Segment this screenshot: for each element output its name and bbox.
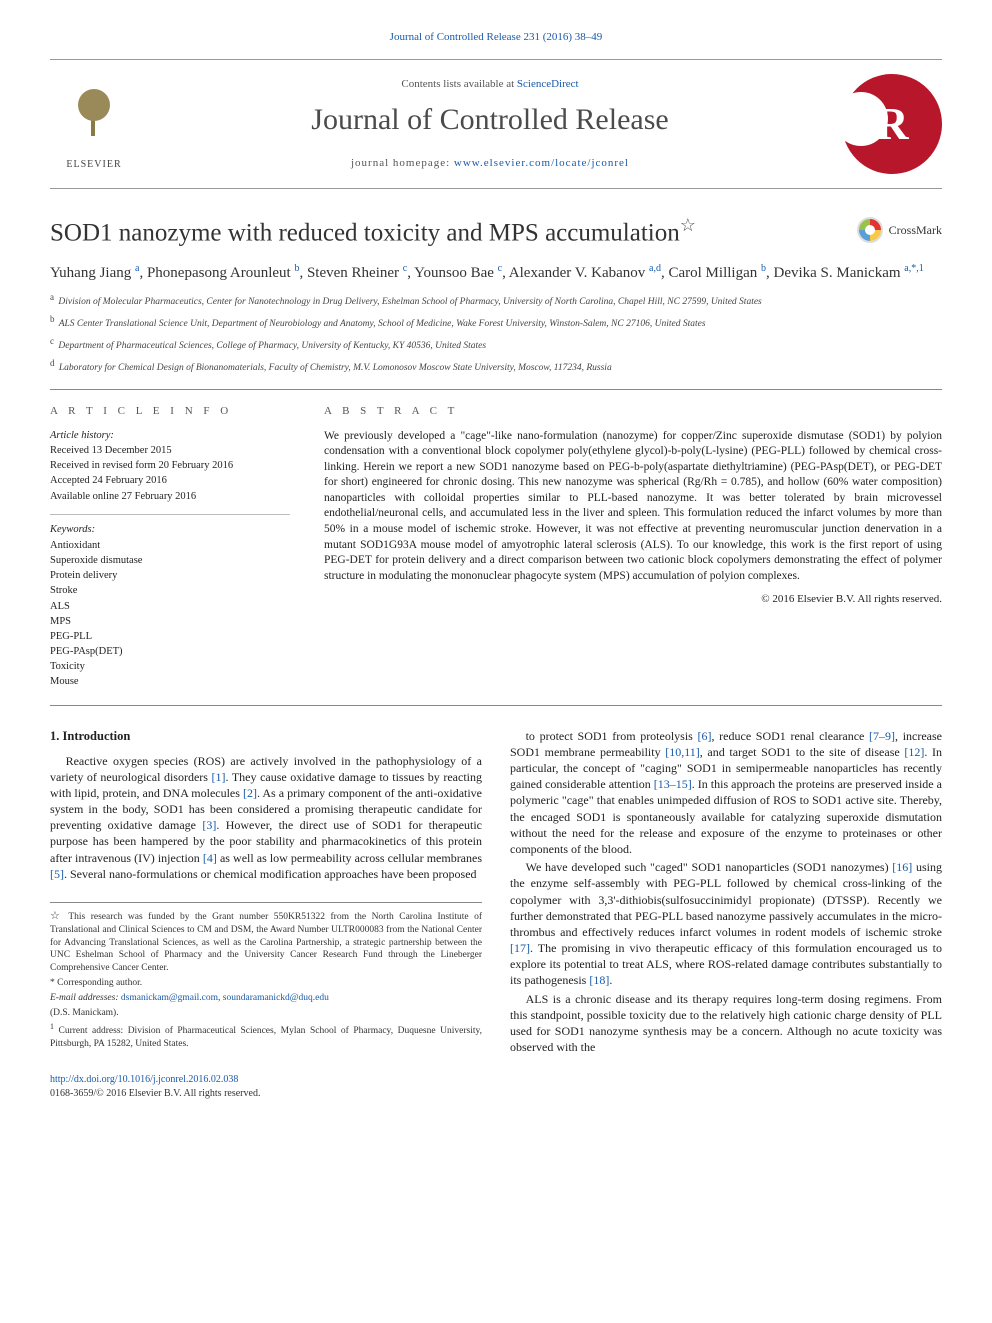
keyword: Superoxide dismutase xyxy=(50,554,290,568)
contents-prefix: Contents lists available at xyxy=(401,78,516,90)
citation-ref[interactable]: [5] xyxy=(50,867,64,881)
keyword: PEG-PAsp(DET) xyxy=(50,645,290,659)
top-citation: Journal of Controlled Release 231 (2016)… xyxy=(50,30,942,45)
divider xyxy=(50,705,942,706)
email-link-1[interactable]: dsmanickam@gmail.com xyxy=(121,993,218,1003)
citation-ref[interactable]: [13–15] xyxy=(654,777,692,791)
abstract-head: A B S T R A C T xyxy=(324,404,942,419)
history-line: Received in revised form 20 February 201… xyxy=(50,459,290,473)
doi-footer: http://dx.doi.org/10.1016/j.jconrel.2016… xyxy=(50,1073,942,1100)
email-label: E-mail addresses: xyxy=(50,993,121,1003)
keyword: Protein delivery xyxy=(50,569,290,583)
affiliation: b ALS Center Translational Science Unit,… xyxy=(50,313,942,331)
fn-funding-text: This research was funded by the Grant nu… xyxy=(50,912,482,973)
fn-current-address: 1 Current address: Division of Pharmaceu… xyxy=(50,1022,482,1051)
info-abstract-row: A R T I C L E I N F O Article history: R… xyxy=(50,404,942,691)
citation-ref[interactable]: [3] xyxy=(202,818,216,832)
article-history: Article history: Received 13 December 20… xyxy=(50,429,290,504)
contents-available: Contents lists available at ScienceDirec… xyxy=(156,77,824,92)
abstract-column: A B S T R A C T We previously developed … xyxy=(324,404,942,691)
history-line: Received 13 December 2015 xyxy=(50,444,290,458)
keyword: PEG-PLL xyxy=(50,630,290,644)
citation-ref[interactable]: [7–9] xyxy=(869,729,895,743)
footnotes: ☆ This research was funded by the Grant … xyxy=(50,902,482,1050)
homepage-url[interactable]: www.elsevier.com/locate/jconrel xyxy=(454,157,629,169)
keywords-list: AntioxidantSuperoxide dismutaseProtein d… xyxy=(50,539,290,690)
citation-ref[interactable]: [17] xyxy=(510,941,530,955)
affiliation: a Division of Molecular Pharmaceutics, C… xyxy=(50,291,942,309)
intro-paragraph: ALS is a chronic disease and its therapy… xyxy=(510,991,942,1056)
journal-name: Journal of Controlled Release xyxy=(156,100,824,141)
keyword: Stroke xyxy=(50,584,290,598)
citation-ref[interactable]: [12] xyxy=(904,745,924,759)
history-label: Article history: xyxy=(50,429,290,443)
journal-homepage-line: journal homepage: www.elsevier.com/locat… xyxy=(156,156,824,171)
fn-addr-text: Current address: Division of Pharmaceuti… xyxy=(50,1026,482,1049)
fn-funding: ☆ This research was funded by the Grant … xyxy=(50,909,482,975)
keyword: Antioxidant xyxy=(50,539,290,553)
doi-link[interactable]: http://dx.doi.org/10.1016/j.jconrel.2016… xyxy=(50,1074,238,1085)
elsevier-wordmark: ELSEVIER xyxy=(66,158,121,172)
elsevier-logo: ELSEVIER xyxy=(50,76,138,171)
issn-copyright: 0168-3659/© 2016 Elsevier B.V. All right… xyxy=(50,1088,260,1099)
citation-ref[interactable]: [16] xyxy=(892,860,912,874)
author-list: Yuhang Jiang a, Phonepasong Arounleut b,… xyxy=(50,262,942,283)
star-icon: ☆ xyxy=(50,910,63,922)
keywords-label: Keywords: xyxy=(50,523,290,537)
fn-email-person: (D.S. Manickam). xyxy=(50,1007,482,1020)
keyword: Mouse xyxy=(50,675,290,689)
title-row: SOD1 nanozyme with reduced toxicity and … xyxy=(50,213,942,262)
fn-sup-1: 1 xyxy=(50,1022,54,1031)
citation-ref[interactable]: [4] xyxy=(203,851,217,865)
crossmark-badge-icon xyxy=(857,217,883,243)
abstract-body: We previously developed a "cage"-like na… xyxy=(324,429,942,584)
abstract-text: We previously developed a "cage"-like na… xyxy=(324,429,942,584)
citation-ref[interactable]: [18] xyxy=(589,973,609,987)
fn-corr-text: Corresponding author. xyxy=(57,978,142,988)
intro-paragraph: Reactive oxygen species (ROS) are active… xyxy=(50,753,482,883)
affiliation: d Laboratory for Chemical Design of Bion… xyxy=(50,357,942,375)
intro-heading: 1. Introduction xyxy=(50,728,482,745)
citation-ref[interactable]: [2] xyxy=(243,786,257,800)
article-title: SOD1 nanozyme with reduced toxicity and … xyxy=(50,213,696,250)
sciencedirect-link[interactable]: ScienceDirect xyxy=(517,78,579,90)
history-line: Available online 27 February 2016 xyxy=(50,490,290,504)
citation-ref[interactable]: [1] xyxy=(212,770,226,784)
title-text: SOD1 nanozyme with reduced toxicity and … xyxy=(50,219,680,246)
affiliation: c Department of Pharmaceutical Sciences,… xyxy=(50,335,942,353)
affiliation-list: a Division of Molecular Pharmaceutics, C… xyxy=(50,291,942,375)
crossmark-label: CrossMark xyxy=(889,222,942,238)
history-line: Accepted 24 February 2016 xyxy=(50,474,290,488)
citation-ref[interactable]: [10,11] xyxy=(665,745,700,759)
crossmark-widget[interactable]: CrossMark xyxy=(857,213,942,243)
intro-paragraph: to protect SOD1 from proteolysis [6], re… xyxy=(510,728,942,858)
fn-corresponding: * Corresponding author. xyxy=(50,977,482,990)
header-center: Contents lists available at ScienceDirec… xyxy=(156,77,824,171)
top-citation-link[interactable]: Journal of Controlled Release 231 (2016)… xyxy=(390,31,603,43)
keyword: ALS xyxy=(50,600,290,614)
asterisk-icon: * xyxy=(50,978,55,988)
citation-ref[interactable]: [6] xyxy=(698,729,712,743)
article-info-head: A R T I C L E I N F O xyxy=(50,404,290,419)
body-two-column: 1. Introduction Reactive oxygen species … xyxy=(50,728,942,1056)
title-star-icon: ☆ xyxy=(680,215,696,235)
abstract-copyright: © 2016 Elsevier B.V. All rights reserved… xyxy=(324,592,942,607)
elsevier-tree-icon xyxy=(59,84,129,154)
email-link-2[interactable]: soundaramanickd@duq.edu xyxy=(223,993,329,1003)
footnote-block: ☆ This research was funded by the Grant … xyxy=(50,902,482,1050)
thin-divider xyxy=(50,514,290,515)
keyword: Toxicity xyxy=(50,660,290,674)
intro-paragraph: We have developed such "caged" SOD1 nano… xyxy=(510,859,942,989)
journal-cover-icon xyxy=(842,74,942,174)
fn-emails: E-mail addresses: dsmanickam@gmail.com, … xyxy=(50,992,482,1005)
homepage-label: journal homepage: xyxy=(351,157,454,169)
journal-header: ELSEVIER Contents lists available at Sci… xyxy=(50,59,942,189)
article-info-column: A R T I C L E I N F O Article history: R… xyxy=(50,404,290,691)
keyword: MPS xyxy=(50,615,290,629)
divider xyxy=(50,389,942,390)
